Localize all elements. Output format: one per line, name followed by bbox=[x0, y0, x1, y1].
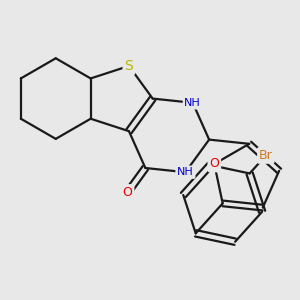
Text: O: O bbox=[209, 158, 219, 170]
Text: S: S bbox=[124, 59, 133, 73]
Text: Br: Br bbox=[259, 149, 273, 162]
Text: O: O bbox=[123, 186, 133, 199]
Text: NH: NH bbox=[184, 98, 201, 108]
Text: NH: NH bbox=[177, 167, 194, 177]
